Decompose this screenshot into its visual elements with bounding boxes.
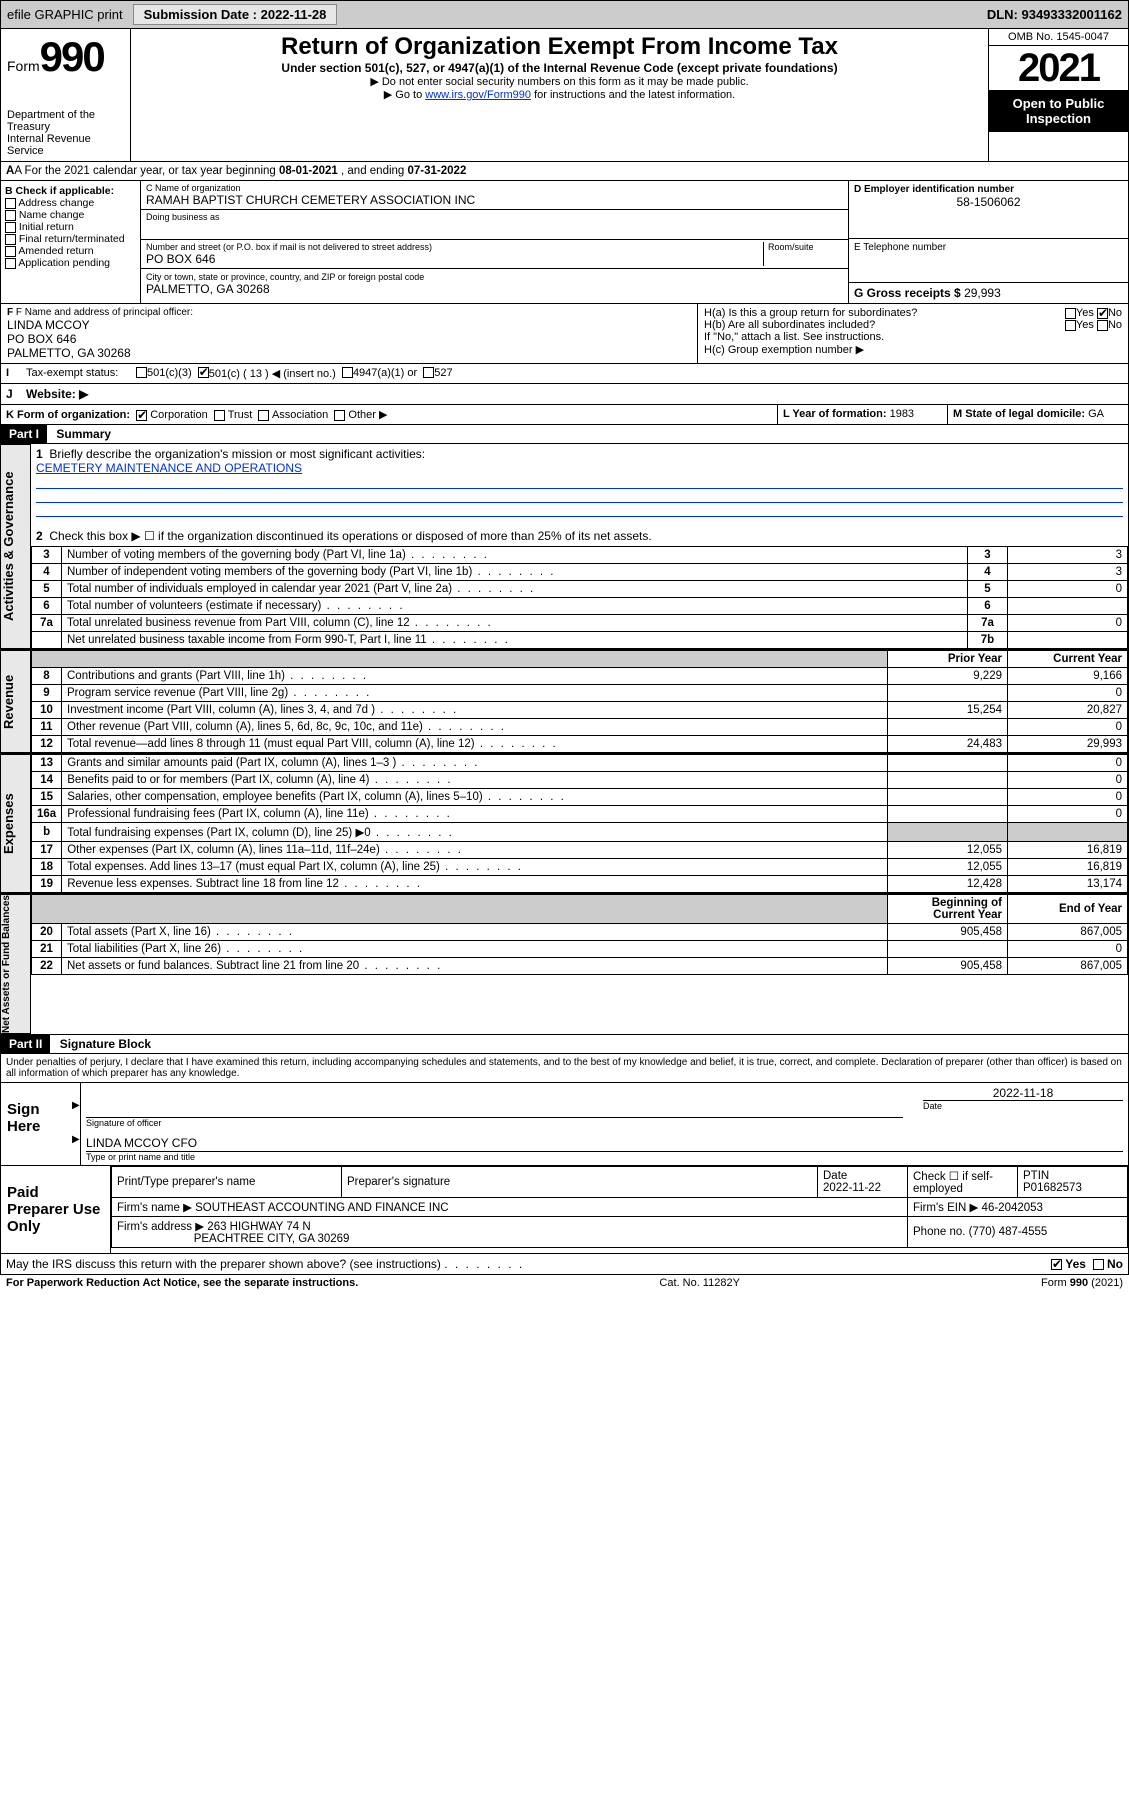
tab-expenses: Expenses: [1, 754, 31, 893]
cb-name-change[interactable]: [5, 210, 16, 221]
firm-ein: 46-2042053: [982, 1202, 1043, 1214]
expenses-table: 13Grants and similar amounts paid (Part …: [31, 754, 1128, 893]
sign-here-label: Sign Here: [1, 1083, 81, 1165]
e-phone-label: E Telephone number: [854, 242, 1123, 253]
dln-label: DLN: 93493332001162: [987, 7, 1122, 22]
cb-trust[interactable]: [214, 410, 225, 421]
line-i: I Tax-exempt status: 501(c)(3) 501(c) ( …: [0, 364, 1129, 384]
ha-yes[interactable]: [1065, 308, 1076, 319]
irs-link[interactable]: www.irs.gov/Form990: [425, 89, 531, 101]
form-number: 990: [40, 33, 104, 80]
officer-addr2: PALMETTO, GA 30268: [7, 346, 691, 360]
org-name: RAMAH BAPTIST CHURCH CEMETERY ASSOCIATIO…: [146, 193, 843, 207]
ha-no[interactable]: [1097, 308, 1108, 319]
firm-addr2: PEACHTREE CITY, GA 30269: [194, 1233, 350, 1245]
org-address: PO BOX 646: [146, 252, 763, 266]
g-receipts-value: 29,993: [964, 286, 1001, 300]
net-assets-table: Beginning of Current YearEnd of Year20To…: [31, 894, 1128, 975]
tab-net-assets: Net Assets or Fund Balances: [1, 894, 31, 1034]
cb-amended[interactable]: [5, 246, 16, 257]
governance-table: 3Number of voting members of the governi…: [31, 546, 1128, 649]
cb-assoc[interactable]: [258, 410, 269, 421]
line-a: AA For the 2021 calendar year, or tax ye…: [0, 162, 1129, 181]
hb-no[interactable]: [1097, 320, 1108, 331]
paid-preparer-block: Paid Preparer Use Only Print/Type prepar…: [0, 1166, 1129, 1254]
h-a: H(a) Is this a group return for subordin…: [704, 307, 1065, 319]
page-footer: For Paperwork Reduction Act Notice, see …: [0, 1275, 1129, 1291]
efile-label[interactable]: efile GRAPHIC print: [7, 7, 123, 22]
submission-date-btn[interactable]: Submission Date : 2022-11-28: [133, 4, 338, 25]
footer-mid: Cat. No. 11282Y: [659, 1277, 740, 1289]
city-label: City or town, state or province, country…: [146, 272, 843, 282]
form-word: Form: [7, 58, 40, 74]
d-ein-value: 58-1506062: [854, 195, 1123, 209]
section-activities-governance: Activities & Governance 1 Briefly descri…: [0, 444, 1129, 650]
section-revenue: Revenue Prior YearCurrent Year8Contribut…: [0, 650, 1129, 754]
c-name-label: C Name of organization: [146, 183, 843, 193]
tax-year: 2021: [989, 46, 1128, 90]
d-ein-label: D Employer identification number: [854, 184, 1123, 195]
g-receipts-label: G Gross receipts $: [854, 286, 961, 300]
org-city: PALMETTO, GA 30268: [146, 282, 843, 296]
toolbar: efile GRAPHIC print Submission Date : 20…: [0, 0, 1129, 29]
firm-phone: (770) 487-4555: [969, 1226, 1048, 1238]
h-b-note: If "No," attach a list. See instructions…: [704, 331, 1122, 343]
open-to-public: Open to Public Inspection: [989, 90, 1128, 132]
cb-527[interactable]: [423, 367, 434, 378]
officer-addr1: PO BOX 646: [7, 332, 691, 346]
line-klm: K Form of organization: Corporation Trus…: [0, 405, 1129, 425]
addr-label: Number and street (or P.O. box if mail i…: [146, 242, 763, 252]
ptin: P01682573: [1023, 1182, 1082, 1194]
tab-governance: Activities & Governance: [1, 444, 31, 649]
footer-right: Form 990 (2021): [1041, 1277, 1123, 1289]
paid-preparer-label: Paid Preparer Use Only: [1, 1166, 111, 1253]
irs-label: Internal Revenue Service: [7, 133, 124, 157]
firm-addr1: 263 HIGHWAY 74 N: [207, 1221, 310, 1233]
officer-name: LINDA MCCOY: [7, 318, 691, 332]
cb-address-change[interactable]: [5, 198, 16, 209]
section-expenses: Expenses 13Grants and similar amounts pa…: [0, 754, 1129, 894]
mission-text: CEMETERY MAINTENANCE AND OPERATIONS: [36, 461, 302, 475]
cb-501c[interactable]: [198, 367, 209, 378]
dba-label: Doing business as: [146, 212, 843, 222]
form-title: Return of Organization Exempt From Incom…: [137, 33, 982, 61]
entity-block: B Check if applicable: Address change Na…: [0, 181, 1129, 304]
hb-yes[interactable]: [1065, 320, 1076, 331]
h-c: H(c) Group exemption number ▶: [704, 343, 1122, 356]
cb-corp[interactable]: [136, 410, 147, 421]
footer-left: For Paperwork Reduction Act Notice, see …: [6, 1277, 358, 1289]
discuss-yes[interactable]: [1051, 1259, 1062, 1270]
room-label: Room/suite: [768, 242, 843, 252]
form-subtitle-2: ▶ Do not enter social security numbers o…: [137, 75, 982, 88]
dept-treasury: Department of the Treasury: [7, 109, 124, 133]
section-net-assets: Net Assets or Fund Balances Beginning of…: [0, 894, 1129, 1035]
col-b-checkboxes: B Check if applicable: Address change Na…: [1, 181, 141, 303]
officer-name-title: LINDA MCCOY CFO: [86, 1136, 197, 1150]
part-i-header: Part I Summary: [0, 425, 1129, 444]
penalty-statement: Under penalties of perjury, I declare th…: [0, 1054, 1129, 1083]
form-subtitle-3: ▶ Go to www.irs.gov/Form990 for instruct…: [137, 88, 982, 101]
firm-name: SOUTHEAST ACCOUNTING AND FINANCE INC: [195, 1202, 448, 1214]
omb-number: OMB No. 1545-0047: [989, 29, 1128, 46]
discuss-no[interactable]: [1093, 1259, 1104, 1270]
line-j: J Website: ▶: [0, 384, 1129, 405]
form-header: Form990 Department of the Treasury Inter…: [0, 29, 1129, 162]
form-subtitle-1: Under section 501(c), 527, or 4947(a)(1)…: [137, 61, 982, 75]
discuss-row: May the IRS discuss this return with the…: [0, 1254, 1129, 1275]
cb-501c3[interactable]: [136, 367, 147, 378]
tab-revenue: Revenue: [1, 650, 31, 753]
revenue-table: Prior YearCurrent Year8Contributions and…: [31, 650, 1128, 753]
h-b: H(b) Are all subordinates included?: [704, 319, 1065, 331]
cb-initial-return[interactable]: [5, 222, 16, 233]
sign-here-block: Sign Here Signature of officer 2022-11-1…: [0, 1083, 1129, 1166]
cb-4947[interactable]: [342, 367, 353, 378]
cb-final-return[interactable]: [5, 234, 16, 245]
f-h-block: F F Name and address of principal office…: [0, 304, 1129, 364]
cb-other[interactable]: [334, 410, 345, 421]
sig-date: 2022-11-18: [923, 1086, 1123, 1100]
cb-app-pending[interactable]: [5, 258, 16, 269]
part-ii-header: Part II Signature Block: [0, 1035, 1129, 1054]
